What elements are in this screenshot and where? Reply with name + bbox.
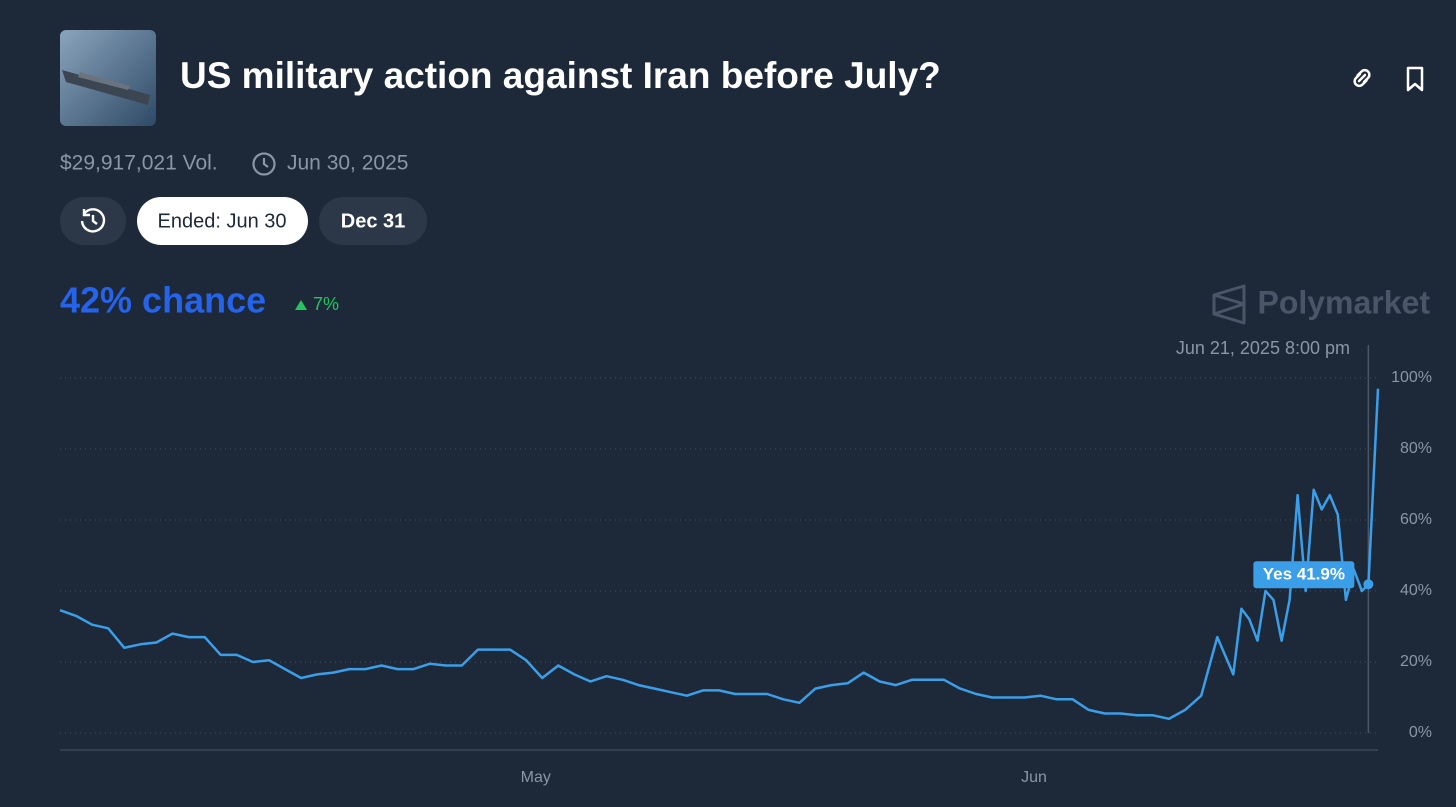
volume: $29,917,021 Vol. — [60, 152, 218, 175]
chart: 0% 20% 40% 60% 80% 100% May Jun Jun 21, 2025 8:0… — [59, 338, 1432, 786]
dec-button-label[interactable]: Dec 31 — [341, 210, 406, 232]
end-date: Jun 30, 2025 — [287, 152, 408, 175]
ended-button-label[interactable]: Ended: Jun 30 — [158, 210, 287, 232]
dec-button[interactable] — [319, 197, 427, 245]
y-tick-label: 60% — [1400, 511, 1432, 528]
hover-label: Yes 41.9% — [1263, 565, 1345, 584]
y-tick-label: 0% — [1409, 724, 1432, 741]
brand: Polymarket — [1257, 284, 1430, 320]
price-line — [59, 388, 1380, 721]
y-tick-label: 80% — [1400, 440, 1432, 457]
hover-label-box — [1253, 561, 1355, 589]
thumbnail — [60, 30, 156, 126]
hover-date: Jun 21, 2025 8:00 pm — [1176, 338, 1350, 358]
x-tick-label: May — [521, 769, 551, 786]
change: 7% — [313, 294, 339, 314]
history-button[interactable] — [60, 197, 126, 245]
title: US military action against Iran before J… — [180, 55, 941, 96]
y-tick-label: 40% — [1400, 582, 1432, 599]
chance: 42% chance — [60, 280, 266, 321]
y-tick-label: 20% — [1400, 653, 1432, 670]
hover-dot — [1363, 579, 1374, 590]
y-tick-label: 100% — [1391, 369, 1432, 386]
brand-logo — [1212, 284, 1246, 325]
up-arrow — [295, 300, 307, 310]
ended-button[interactable] — [137, 197, 308, 245]
link-icon[interactable] — [1353, 68, 1371, 88]
bookmark-icon[interactable] — [1406, 66, 1424, 92]
clock-icon — [252, 152, 276, 176]
x-tick-label: Jun — [1021, 769, 1047, 786]
